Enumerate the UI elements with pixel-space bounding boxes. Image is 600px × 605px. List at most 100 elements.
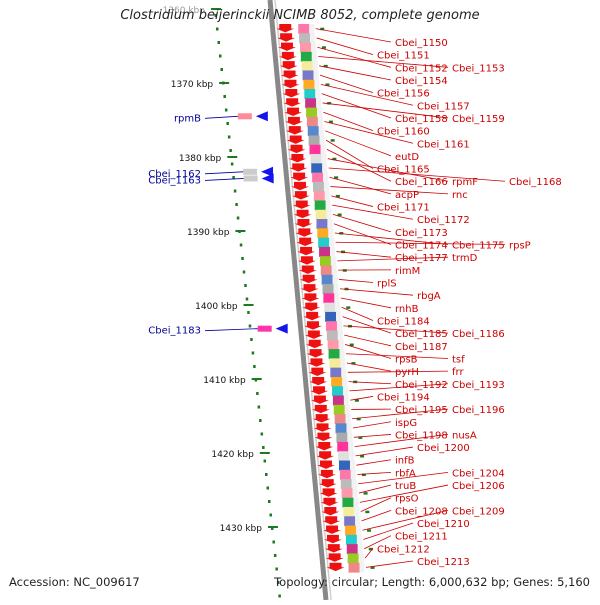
forward-gene-arrow: [286, 126, 304, 134]
ruler-tick-label: 1370 kbp: [171, 80, 214, 90]
feature-block: [349, 563, 360, 573]
forward-gene-arrow: [316, 451, 334, 459]
feature-block-shade: [340, 349, 345, 359]
forward-gene-arrow: [314, 433, 332, 441]
outer-tick: [346, 306, 350, 309]
ruler-dot: [253, 365, 256, 368]
ruler-dot: [246, 298, 249, 301]
feature-block-shade: [314, 70, 319, 80]
feature-block: [298, 24, 309, 34]
forward-gene-arrow: [327, 563, 345, 571]
feature-block-shade: [352, 479, 357, 489]
feature-block-shade: [348, 442, 353, 452]
ruler-dot: [264, 460, 267, 463]
forward-gene-label: Cbei_1171: [377, 203, 430, 214]
reverse-feature-block: [238, 113, 252, 119]
feature-block: [330, 368, 341, 378]
forward-gene-arrow: [289, 163, 307, 171]
feature-block-shade: [357, 535, 362, 545]
forward-gene-arrow: [292, 191, 310, 199]
feature-block-shade: [344, 396, 349, 406]
label-connector: [354, 434, 391, 437]
ruler-dot: [247, 311, 250, 314]
label-connector: [205, 329, 258, 331]
forward-gene-arrow: [324, 535, 342, 543]
feature-block: [317, 228, 328, 238]
forward-gene-arrow: [326, 553, 344, 561]
feature-block-shade: [353, 498, 358, 508]
label-connector: [328, 159, 448, 182]
forward-gene-label: Cbei_1156: [377, 89, 430, 100]
ruler-dot: [216, 28, 219, 31]
forward-gene-arrow: [315, 442, 333, 450]
reverse-gene-label: Cbei_1183: [148, 326, 201, 337]
feature-block: [300, 43, 311, 53]
feature-block: [309, 135, 320, 145]
feature-block: [323, 284, 334, 294]
feature-block: [333, 396, 344, 406]
feature-block: [343, 507, 354, 517]
outer-tick: [331, 139, 335, 142]
arrow-left-icon: [276, 324, 288, 334]
outer-tick: [364, 492, 368, 495]
forward-gene-label: Cbei_1192: [395, 380, 448, 391]
forward-gene-arrow: [301, 293, 319, 301]
label-connector: [356, 447, 413, 456]
feature-block: [347, 544, 358, 554]
forward-gene-arrow: [281, 70, 299, 78]
feature-block-shade: [322, 163, 327, 173]
forward-gene-label: Cbei_1153: [452, 63, 505, 74]
feature-block: [302, 61, 313, 71]
feature-block-shade: [341, 368, 346, 378]
forward-gene-arrow: [318, 470, 336, 478]
feature-block: [332, 386, 343, 396]
feature-block-shade: [346, 414, 351, 424]
feature-block-shade: [311, 43, 316, 53]
ruler-dot: [243, 271, 246, 274]
feature-block: [320, 256, 331, 266]
map-title: Clostridium beijerinckii NCIMB 8052, com…: [0, 8, 600, 23]
forward-gene-label: Cbei_1187: [395, 342, 448, 353]
feature-block-shade: [340, 358, 345, 368]
label-connector: [366, 561, 413, 567]
forward-gene-arrow: [278, 43, 296, 51]
forward-gene-label: Cbei_1193: [452, 380, 505, 391]
label-connector: [345, 344, 391, 358]
forward-gene-label: Cbei_1158: [395, 114, 448, 125]
feature-tracks: [238, 24, 375, 573]
feature-block: [306, 108, 317, 118]
label-connector: [341, 298, 391, 308]
forward-gene-arrow: [310, 386, 328, 394]
forward-gene-label: truB: [395, 481, 416, 492]
ruler-dot: [231, 163, 234, 166]
feature-block: [336, 433, 347, 443]
feature-block-shade: [321, 154, 326, 164]
forward-gene-label: Cbei_1175: [452, 241, 505, 252]
forward-gene-label: rnc: [452, 190, 468, 201]
forward-gene-label: trmD: [452, 253, 478, 264]
feature-block-shade: [317, 108, 322, 118]
ruler-dot: [262, 446, 265, 449]
forward-gene-arrow: [294, 210, 312, 218]
ruler-dot: [219, 55, 222, 58]
feature-block: [346, 535, 357, 545]
backbone: [270, 0, 331, 600]
label-connector: [359, 485, 391, 493]
ruler-dot: [235, 203, 238, 206]
forward-gene-label: Cbei_1160: [377, 127, 430, 138]
ruler-dot: [244, 284, 247, 287]
forward-gene-label: Cbei_1159: [452, 114, 505, 125]
outer-tick: [365, 511, 369, 514]
ruler-dot: [225, 109, 228, 112]
feature-block: [335, 414, 346, 424]
feature-block: [321, 265, 332, 275]
feature-block: [310, 145, 321, 155]
ruler-dot: [278, 595, 281, 598]
ruler-dot: [258, 406, 261, 409]
outer-tick: [367, 529, 371, 532]
feature-block-shade: [331, 256, 336, 266]
forward-gene-arrow: [321, 507, 339, 515]
forward-gene-label: rplS: [377, 279, 397, 290]
forward-gene-arrow: [317, 461, 335, 469]
